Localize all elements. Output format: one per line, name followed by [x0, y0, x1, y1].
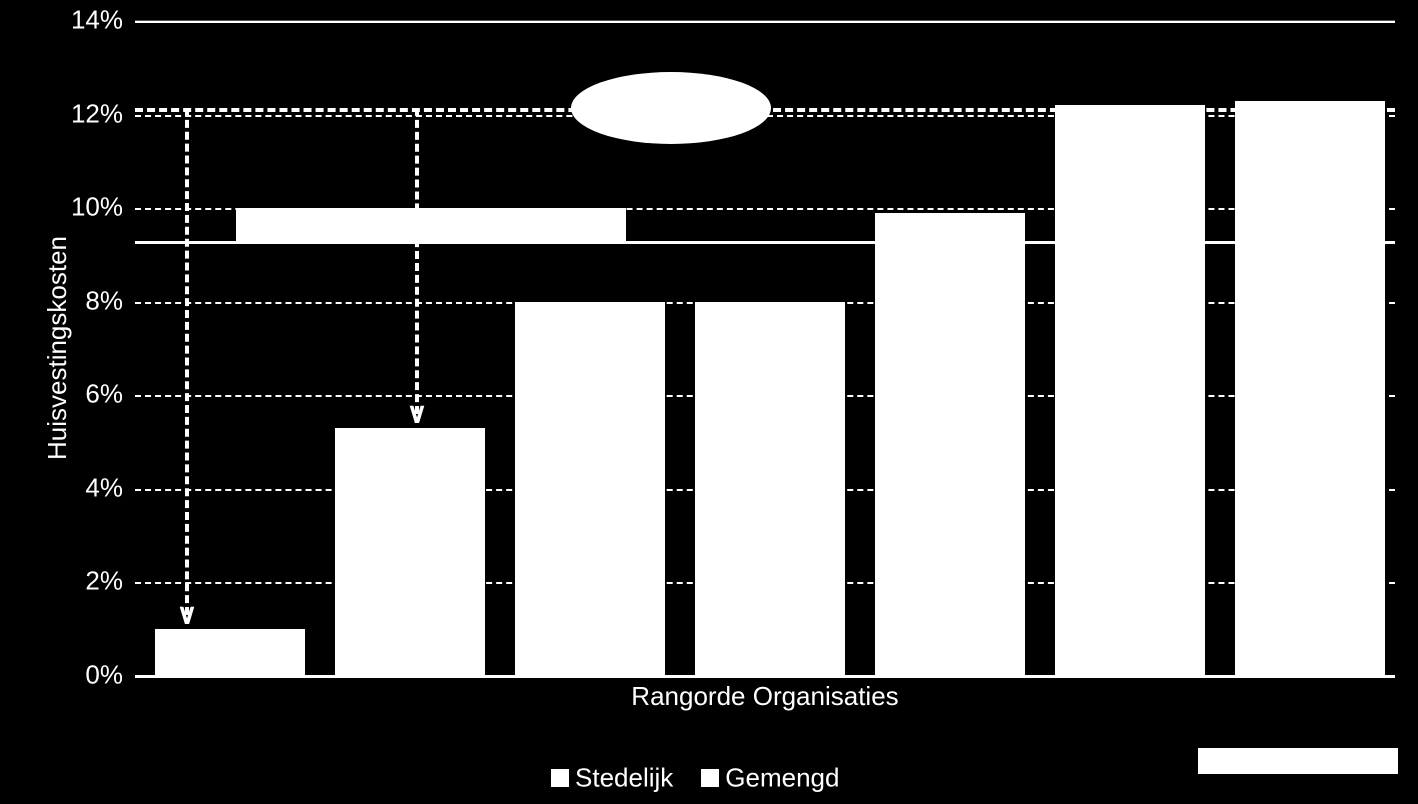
bar — [695, 302, 845, 676]
y-tick-label: 12% — [0, 98, 123, 129]
legend-label: Stedelijk — [575, 762, 673, 792]
legend-swatch — [551, 769, 569, 787]
bar — [515, 302, 665, 676]
legend-item: Stedelijk — [551, 761, 673, 794]
callout-ellipse — [571, 72, 771, 144]
arrow-head-icon: ∨ — [407, 400, 428, 428]
y-tick-label: 2% — [0, 566, 123, 597]
bar — [335, 428, 485, 676]
legend-label: Gemengd — [725, 762, 839, 792]
gridline — [135, 21, 1395, 23]
dashed-arrow — [415, 108, 419, 414]
arrow-head-icon: ∨ — [177, 601, 198, 629]
callout-box — [236, 208, 627, 241]
reference-line-solid — [135, 241, 1395, 244]
bar — [1055, 105, 1205, 676]
bar — [155, 629, 305, 676]
bar — [1235, 101, 1385, 676]
y-tick-label: 14% — [0, 5, 123, 36]
x-axis-label: Rangorde Organisaties — [135, 681, 1395, 712]
y-tick-label: 0% — [0, 660, 123, 691]
bar — [875, 213, 1025, 676]
legend-item: Gemengd — [701, 761, 839, 794]
y-axis-label: Huisvestingskosten — [42, 188, 73, 508]
legend: Stedelijk Gemengd — [551, 760, 867, 793]
huisvestingskosten-chart: ∨∨0%2%4%6%8%10%12%14%HuisvestingskostenR… — [0, 0, 1418, 804]
dashed-arrow — [185, 108, 189, 616]
footer-swatch-bar — [1198, 748, 1398, 774]
plot-area: ∨∨ — [135, 20, 1395, 676]
legend-swatch — [701, 769, 719, 787]
